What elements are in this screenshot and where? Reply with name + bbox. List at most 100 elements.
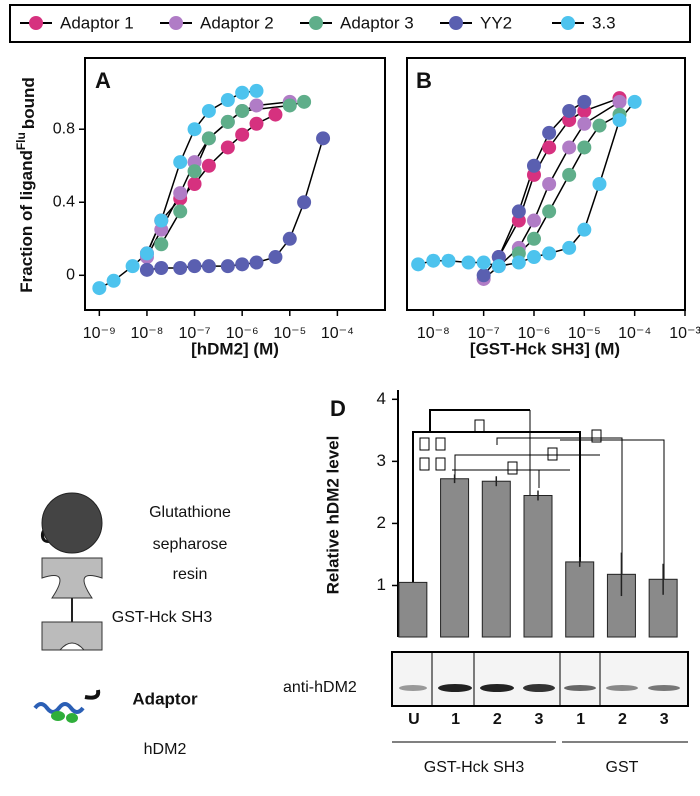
data-point [562, 167, 577, 182]
data-point [268, 107, 283, 122]
data-point [125, 259, 140, 274]
blot-bands [399, 684, 680, 692]
data-point [491, 259, 506, 274]
data-point [577, 116, 592, 131]
bar [481, 480, 511, 638]
data-point [612, 94, 627, 109]
data-point [154, 237, 169, 252]
bar [398, 581, 428, 638]
y-axis-label-sub: bound [19, 77, 38, 129]
data-point [235, 103, 250, 118]
data-point [297, 195, 312, 210]
x-tick-label: 2 [618, 711, 627, 728]
x-tick-label: 10⁻⁶ [226, 325, 259, 342]
helix [33, 702, 85, 714]
adaptor-ligand [84, 689, 101, 700]
resin-label: resin [173, 566, 208, 583]
legend-label: 3.3 [592, 13, 616, 32]
data-point [592, 177, 607, 191]
data-point [282, 231, 297, 246]
x-tick-label: 10⁻⁵ [273, 325, 306, 342]
data-point [220, 259, 235, 274]
data-point [187, 259, 202, 274]
data-point [627, 94, 642, 109]
x-tick-label: 2 [493, 711, 502, 728]
legend-label: YY2 [480, 13, 512, 32]
legend: Adaptor 1 Adaptor 2 Adaptor 3 YY2 3.3 [20, 13, 616, 32]
legend-label: Adaptor 1 [60, 13, 134, 32]
data-point [201, 259, 216, 274]
x-tick-label: 1 [451, 711, 460, 728]
x-tick-label: 10⁻⁷ [468, 325, 500, 342]
data-point [173, 261, 188, 275]
x-tick-label: 10⁻⁴ [321, 325, 354, 342]
y-tick-label: 0.4 [53, 193, 75, 210]
data-point [461, 255, 476, 270]
x-tick-label: 3 [535, 711, 544, 728]
group-label: GST-Hck SH3 [424, 759, 525, 776]
x-tick-label: 10⁻⁶ [518, 325, 551, 342]
data-point [249, 83, 264, 98]
panel-label: A [95, 68, 111, 93]
y-tick-label: 4 [377, 389, 386, 408]
data-point [92, 281, 107, 296]
data-point [139, 262, 154, 277]
x-tick-label: 3 [660, 711, 669, 728]
data-point [526, 250, 541, 265]
bar [648, 578, 678, 638]
data-point [526, 213, 541, 228]
legend-marker [449, 16, 463, 30]
panel-label: D [330, 396, 346, 421]
gst-domain [41, 557, 103, 599]
residue [51, 711, 65, 721]
data-point [154, 213, 169, 228]
data-point [411, 257, 426, 272]
data-point [511, 204, 526, 219]
fit-line [146, 138, 324, 271]
y-tick-label: 0.8 [53, 120, 75, 137]
y-axis-label-sup: Flu [14, 132, 28, 150]
plot-frame [406, 57, 686, 311]
x-tick-label: U [408, 711, 420, 728]
sh3-pocket [58, 642, 86, 651]
legend-label: Adaptor 3 [340, 13, 414, 32]
data-point [297, 94, 312, 109]
data-point [526, 231, 541, 246]
data-point [173, 155, 188, 170]
data-point [249, 116, 264, 131]
data-point [592, 118, 607, 133]
data-point [426, 253, 441, 268]
data-point [220, 93, 235, 107]
y-axis-label: Fraction of ligandFlu bound [14, 77, 38, 293]
panel-label: B [416, 68, 432, 93]
data-point [542, 140, 557, 155]
bar [565, 561, 595, 638]
x-tick-label: 10⁻⁸ [130, 325, 163, 342]
data-point [316, 131, 331, 146]
x-tick-label: 10⁻⁷ [179, 325, 211, 342]
bar [440, 478, 470, 638]
x-tick-label: 10⁻³ [669, 325, 700, 342]
x-tick-label: 10⁻⁸ [417, 325, 450, 342]
y-tick-label: 2 [377, 513, 386, 532]
data-point [476, 255, 491, 270]
legend-marker [169, 16, 183, 30]
data-point [562, 240, 577, 255]
y-tick-label: 1 [377, 575, 386, 594]
data-point [542, 177, 557, 191]
data-point [542, 204, 557, 219]
blot-antibody: anti-hDM2 [283, 679, 357, 696]
resin-label: sepharose [153, 536, 228, 553]
data-point [173, 204, 188, 219]
data-point [476, 268, 491, 283]
y-tick-label: 3 [377, 451, 386, 470]
data-point [542, 246, 557, 261]
adaptor-label: Adaptor [132, 689, 198, 708]
data-point [249, 255, 264, 270]
data-point [235, 257, 250, 272]
data-point [201, 158, 216, 173]
data-point [201, 103, 216, 118]
gst-label: GST-Hck SH3 [112, 609, 213, 626]
x-tick-label: 10⁻⁵ [568, 325, 601, 342]
